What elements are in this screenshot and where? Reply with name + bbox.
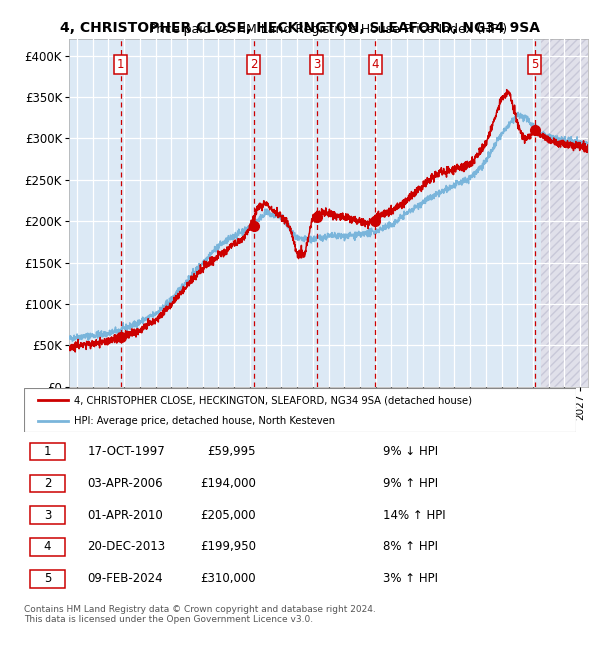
Text: 1: 1	[117, 58, 124, 71]
Text: 3: 3	[44, 508, 51, 521]
FancyBboxPatch shape	[29, 474, 65, 492]
Text: £194,000: £194,000	[200, 477, 256, 490]
FancyBboxPatch shape	[29, 570, 65, 588]
Text: HPI: Average price, detached house, North Kesteven: HPI: Average price, detached house, Nort…	[74, 416, 335, 426]
Text: 4, CHRISTOPHER CLOSE, HECKINGTON, SLEAFORD, NG34 9SA: 4, CHRISTOPHER CLOSE, HECKINGTON, SLEAFO…	[60, 21, 540, 36]
Text: 3% ↑ HPI: 3% ↑ HPI	[383, 572, 438, 585]
Text: 4: 4	[44, 541, 51, 553]
Bar	[375, 39, 535, 387]
Text: 2: 2	[250, 58, 257, 71]
Bar	[121, 39, 254, 387]
Text: 14% ↑ HPI: 14% ↑ HPI	[383, 508, 445, 521]
Text: 01-APR-2010: 01-APR-2010	[88, 508, 163, 521]
Title: Price paid vs. HM Land Registry's House Price Index (HPI): Price paid vs. HM Land Registry's House …	[149, 23, 508, 36]
Bar	[254, 39, 317, 387]
Text: 1: 1	[44, 445, 51, 458]
Bar	[69, 39, 121, 387]
Text: 8% ↑ HPI: 8% ↑ HPI	[383, 541, 438, 553]
Text: 3: 3	[313, 58, 320, 71]
Text: 5: 5	[531, 58, 538, 71]
Bar	[541, 39, 588, 387]
Text: £199,950: £199,950	[200, 541, 256, 553]
FancyBboxPatch shape	[29, 506, 65, 524]
Bar	[535, 39, 541, 387]
Text: £59,995: £59,995	[208, 445, 256, 458]
Text: 09-FEB-2024: 09-FEB-2024	[88, 572, 163, 585]
FancyBboxPatch shape	[29, 538, 65, 556]
Text: £310,000: £310,000	[200, 572, 256, 585]
Text: 20-DEC-2013: 20-DEC-2013	[88, 541, 166, 553]
Text: 5: 5	[44, 572, 51, 585]
Text: 17-OCT-1997: 17-OCT-1997	[88, 445, 165, 458]
Bar	[317, 39, 375, 387]
Text: Contains HM Land Registry data © Crown copyright and database right 2024.
This d: Contains HM Land Registry data © Crown c…	[24, 604, 376, 624]
FancyBboxPatch shape	[29, 443, 65, 460]
Text: 4, CHRISTOPHER CLOSE, HECKINGTON, SLEAFORD, NG34 9SA (detached house): 4, CHRISTOPHER CLOSE, HECKINGTON, SLEAFO…	[74, 395, 472, 406]
Bar	[541, 39, 588, 387]
Text: 03-APR-2006: 03-APR-2006	[88, 477, 163, 490]
Text: 9% ↓ HPI: 9% ↓ HPI	[383, 445, 438, 458]
Text: 4: 4	[371, 58, 379, 71]
Text: 9% ↑ HPI: 9% ↑ HPI	[383, 477, 438, 490]
Text: 2: 2	[44, 477, 51, 490]
Text: £205,000: £205,000	[200, 508, 256, 521]
